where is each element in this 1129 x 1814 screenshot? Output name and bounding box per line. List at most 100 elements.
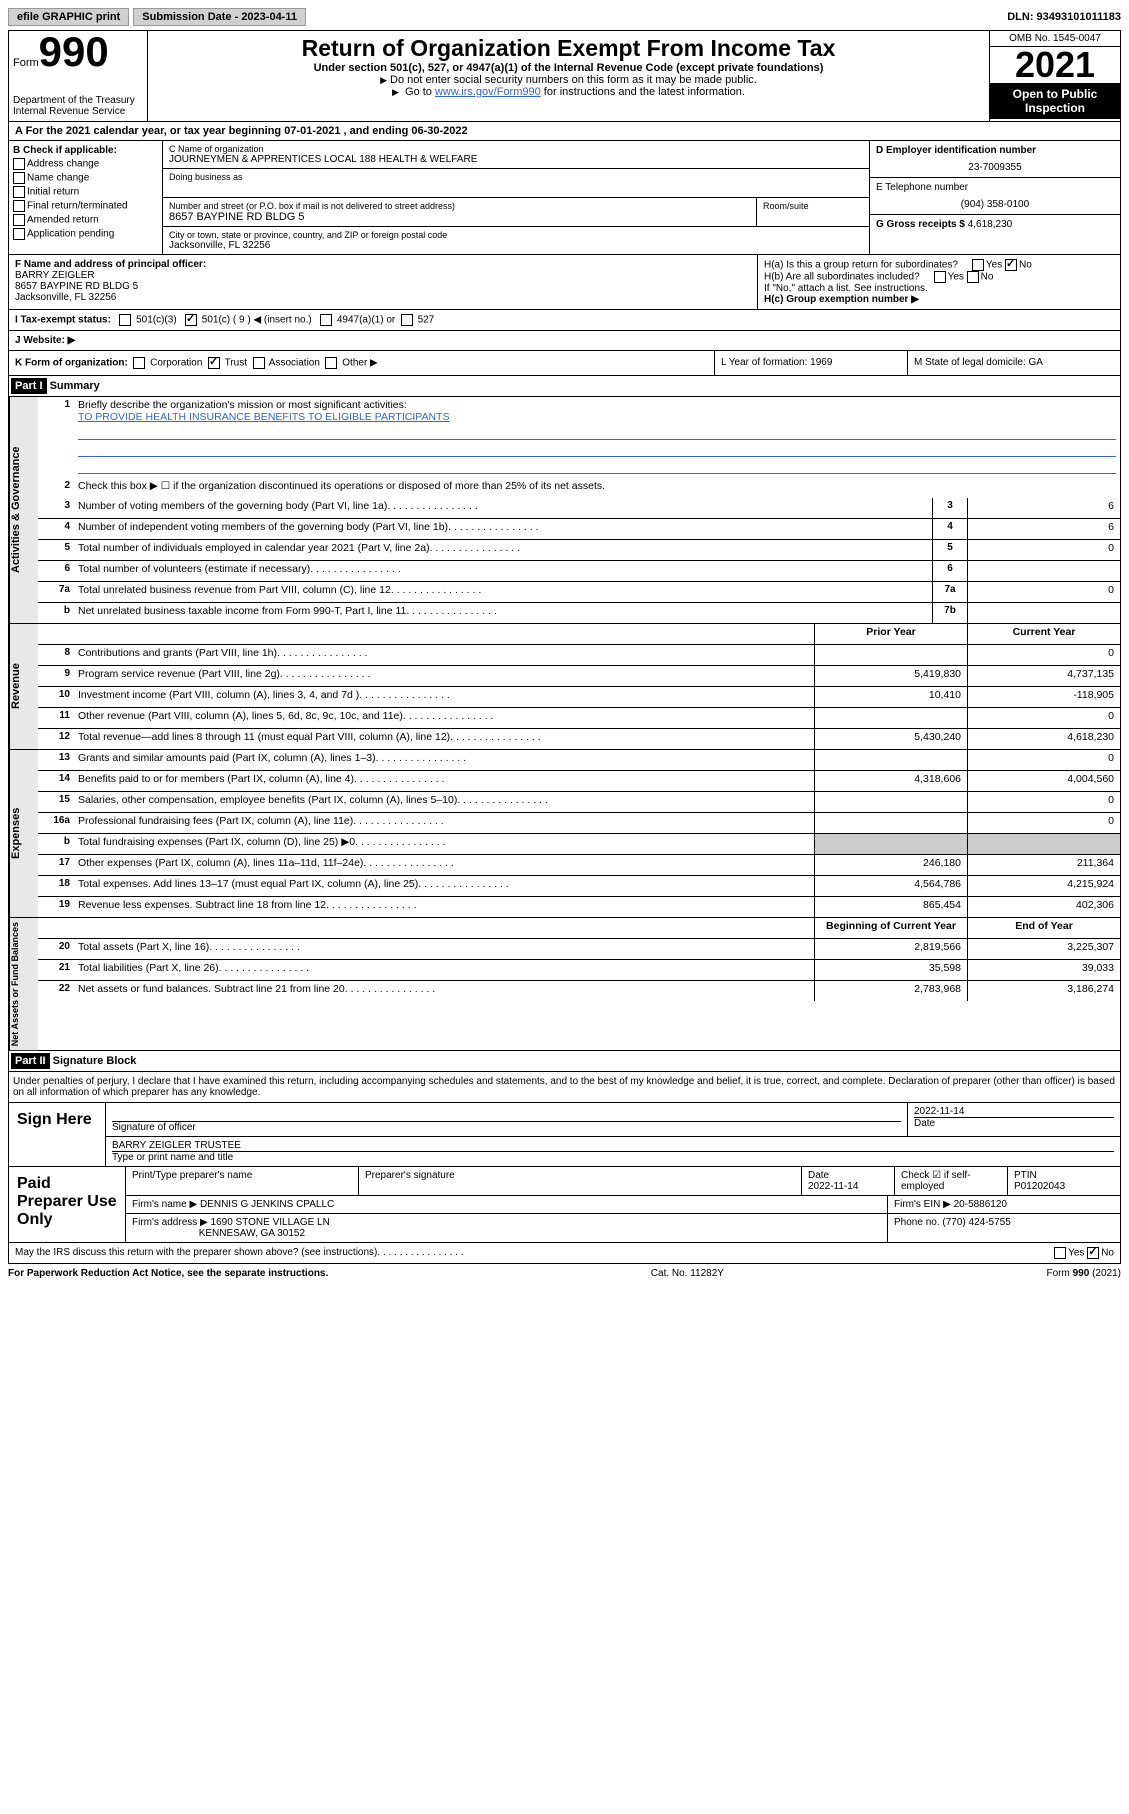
lbl-final-return: Final return/terminated [27, 201, 128, 212]
column-de: D Employer identification number 23-7009… [869, 141, 1120, 254]
open-inspection-badge: Open to Public Inspection [990, 83, 1120, 119]
website-label: J Website: ▶ [15, 335, 75, 346]
submission-date-label: Submission Date - 2023-04-11 [133, 8, 306, 26]
row-i-tax-status: I Tax-exempt status: 501(c)(3) 501(c) ( … [8, 310, 1121, 331]
header-right-box: OMB No. 1545-0047 2021 Open to Public In… [989, 31, 1120, 121]
lbl-initial-return: Initial return [27, 187, 79, 198]
chk-app-pending[interactable] [13, 228, 25, 240]
part1-title: Summary [50, 380, 100, 392]
table-row: 20Total assets (Part X, line 16)2,819,56… [38, 939, 1120, 960]
chk-trust[interactable] [208, 357, 220, 369]
firm-addr2: KENNESAW, GA 30152 [199, 1228, 305, 1239]
officer-name: BARRY ZEIGLER [15, 270, 751, 281]
perjury-declaration: Under penalties of perjury, I declare th… [8, 1072, 1121, 1103]
form-number-box: Form990 Department of the Treasury Inter… [9, 31, 148, 121]
state-domicile: M State of legal domicile: GA [908, 351, 1120, 375]
gross-receipts-value: 4,618,230 [968, 219, 1013, 230]
table-row: 4Number of independent voting members of… [38, 519, 1120, 540]
prep-date-hdr: Date [808, 1170, 829, 1181]
table-row: 9Program service revenue (Part VIII, lin… [38, 666, 1120, 687]
prep-selfemp: Check ☑ if self-employed [895, 1167, 1008, 1195]
table-row: 16aProfessional fundraising fees (Part I… [38, 813, 1120, 834]
sig-date: 2022-11-14 [914, 1106, 1114, 1117]
q2-label: Check this box ▶ ☐ if the organization d… [74, 478, 1120, 498]
table-row: 12Total revenue—add lines 8 through 11 (… [38, 729, 1120, 749]
q2-num: 2 [38, 478, 74, 498]
firm-ein-label: Firm's EIN ▶ [894, 1199, 951, 1210]
table-row: 22Net assets or fund balances. Subtract … [38, 981, 1120, 1001]
sig-name-label: Type or print name and title [112, 1152, 233, 1163]
table-row: 3Number of voting members of the governi… [38, 498, 1120, 519]
lbl-address-change: Address change [27, 159, 99, 170]
mission-text[interactable]: TO PROVIDE HEALTH INSURANCE BENEFITS TO … [78, 411, 449, 423]
year-formation: L Year of formation: 1969 [715, 351, 908, 375]
summary-net-assets: Net Assets or Fund Balances Beginning of… [8, 918, 1121, 1051]
tax-year: 2021 [990, 47, 1120, 83]
chk-501c3[interactable] [119, 314, 131, 326]
table-row: 6Total number of volunteers (estimate if… [38, 561, 1120, 582]
table-row: 7aTotal unrelated business revenue from … [38, 582, 1120, 603]
chk-name-change[interactable] [13, 172, 25, 184]
paperwork-notice: For Paperwork Reduction Act Notice, see … [8, 1268, 328, 1279]
table-row: 8Contributions and grants (Part VIII, li… [38, 645, 1120, 666]
firm-label: Firm's name ▶ [132, 1199, 197, 1210]
chk-hb-yes[interactable] [934, 271, 946, 283]
efile-print-button[interactable]: efile GRAPHIC print [8, 8, 129, 26]
officer-group-block: F Name and address of principal officer:… [8, 255, 1121, 310]
chk-assoc[interactable] [253, 357, 265, 369]
hdr-begin: Beginning of Current Year [814, 918, 967, 938]
chk-ha-no[interactable] [1005, 259, 1017, 271]
summary-expenses: Expenses 13Grants and similar amounts pa… [8, 750, 1121, 918]
form-ref: Form 990 (2021) [1047, 1268, 1121, 1279]
vtab-revenue: Revenue [9, 624, 38, 749]
chk-discuss-no[interactable] [1087, 1247, 1099, 1259]
table-row: 10Investment income (Part VIII, column (… [38, 687, 1120, 708]
chk-4947[interactable] [320, 314, 332, 326]
dba-label: Doing business as [169, 172, 863, 182]
irs-link[interactable]: www.irs.gov/Form990 [435, 86, 541, 98]
room-label: Room/suite [763, 201, 863, 211]
discuss-label: May the IRS discuss this return with the… [15, 1247, 377, 1259]
chk-ha-yes[interactable] [972, 259, 984, 271]
prep-date-val: 2022-11-14 [808, 1181, 858, 1192]
top-toolbar: efile GRAPHIC print Submission Date - 20… [8, 8, 1121, 26]
table-row: 5Total number of individuals employed in… [38, 540, 1120, 561]
officer-addr1: 8657 BAYPINE RD BLDG 5 [15, 281, 751, 292]
form-number: 990 [39, 28, 109, 75]
firm-addr-label: Firm's address ▶ [132, 1217, 208, 1228]
sign-here-label: Sign Here [9, 1103, 106, 1166]
table-row: 14Benefits paid to or for members (Part … [38, 771, 1120, 792]
summary-revenue: Revenue Prior Year Current Year 8Contrib… [8, 624, 1121, 750]
opt-501c: 501(c) ( 9 ) ◀ (insert no.) [202, 315, 312, 326]
department-label: Department of the Treasury Internal Reve… [13, 95, 143, 117]
chk-initial-return[interactable] [13, 186, 25, 198]
sign-here-block: Sign Here Signature of officer 2022-11-1… [8, 1103, 1121, 1167]
irs-discuss-row: May the IRS discuss this return with the… [8, 1243, 1121, 1264]
q1-label: Briefly describe the organization's miss… [74, 397, 1120, 478]
form-subtitle: Under section 501(c), 527, or 4947(a)(1)… [156, 62, 981, 74]
note-post: for instructions and the latest informat… [541, 86, 745, 98]
ha-label: H(a) Is this a group return for subordin… [764, 260, 958, 271]
chk-other[interactable] [325, 357, 337, 369]
chk-527[interactable] [401, 314, 413, 326]
chk-discuss-yes[interactable] [1054, 1247, 1066, 1259]
prep-name-hdr: Print/Type preparer's name [126, 1167, 359, 1195]
chk-hb-no[interactable] [967, 271, 979, 283]
form-org-label: K Form of organization: [15, 358, 128, 369]
chk-corp[interactable] [133, 357, 145, 369]
chk-amended[interactable] [13, 214, 25, 226]
lbl-app-pending: Application pending [27, 229, 114, 240]
part2-header: Part II [11, 1053, 50, 1069]
city-label: City or town, state or province, country… [169, 230, 863, 240]
officer-info: F Name and address of principal officer:… [9, 255, 758, 309]
firm-name: DENNIS G JENKINS CPALLC [200, 1199, 334, 1210]
chk-address-change[interactable] [13, 158, 25, 170]
cat-no: Cat. No. 11282Y [651, 1268, 724, 1279]
summary-governance: Activities & Governance 1 Briefly descri… [8, 397, 1121, 624]
chk-final-return[interactable] [13, 200, 25, 212]
opt-trust: Trust [225, 358, 247, 369]
note-link: Go to www.irs.gov/Form990 for instructio… [156, 86, 981, 98]
vtab-expenses: Expenses [9, 750, 38, 917]
opt-501c3: 501(c)(3) [136, 315, 177, 326]
chk-501c[interactable] [185, 314, 197, 326]
